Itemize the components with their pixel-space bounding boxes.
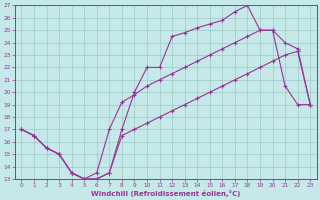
X-axis label: Windchill (Refroidissement éolien,°C): Windchill (Refroidissement éolien,°C) xyxy=(91,190,241,197)
